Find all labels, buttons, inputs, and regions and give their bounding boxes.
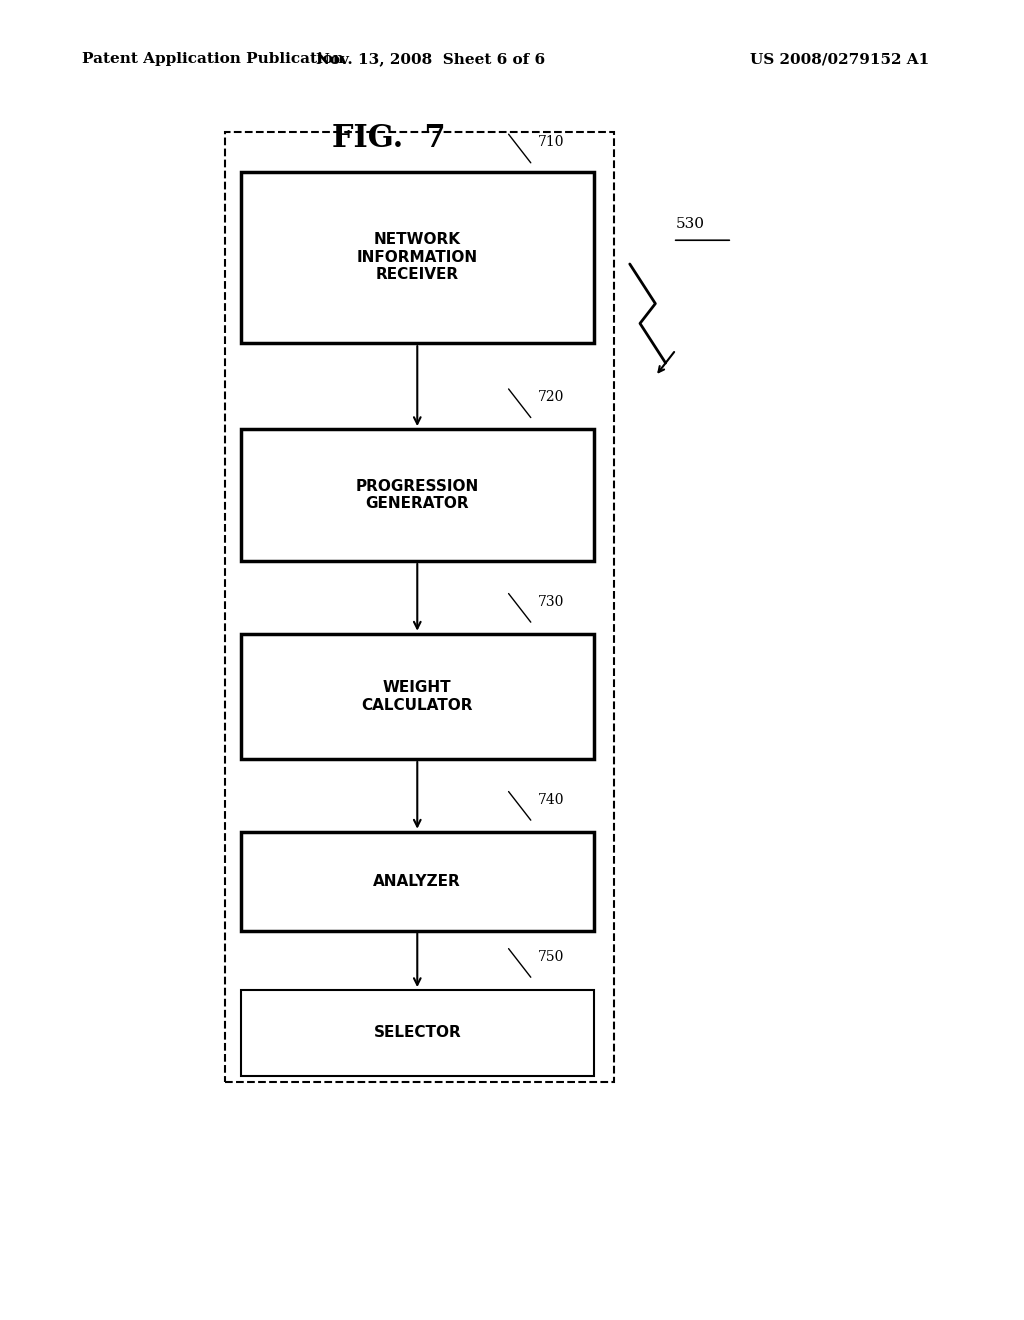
Text: 750: 750: [538, 949, 564, 964]
FancyBboxPatch shape: [241, 634, 594, 759]
Text: Nov. 13, 2008  Sheet 6 of 6: Nov. 13, 2008 Sheet 6 of 6: [315, 53, 545, 66]
FancyBboxPatch shape: [241, 832, 594, 931]
Text: 730: 730: [538, 594, 564, 609]
Text: PROGRESSION
GENERATOR: PROGRESSION GENERATOR: [355, 479, 479, 511]
FancyBboxPatch shape: [241, 172, 594, 343]
Text: NETWORK
INFORMATION
RECEIVER: NETWORK INFORMATION RECEIVER: [356, 232, 478, 282]
Text: 530: 530: [676, 218, 705, 231]
Text: FIG.  7: FIG. 7: [333, 123, 445, 154]
FancyBboxPatch shape: [241, 429, 594, 561]
Text: 720: 720: [538, 389, 564, 404]
Text: Patent Application Publication: Patent Application Publication: [82, 53, 344, 66]
Text: 740: 740: [538, 792, 564, 807]
Text: ANALYZER: ANALYZER: [374, 874, 461, 888]
Text: WEIGHT
CALCULATOR: WEIGHT CALCULATOR: [361, 680, 473, 713]
Text: US 2008/0279152 A1: US 2008/0279152 A1: [750, 53, 930, 66]
Text: 710: 710: [538, 135, 564, 149]
Text: SELECTOR: SELECTOR: [374, 1026, 461, 1040]
FancyBboxPatch shape: [241, 990, 594, 1076]
